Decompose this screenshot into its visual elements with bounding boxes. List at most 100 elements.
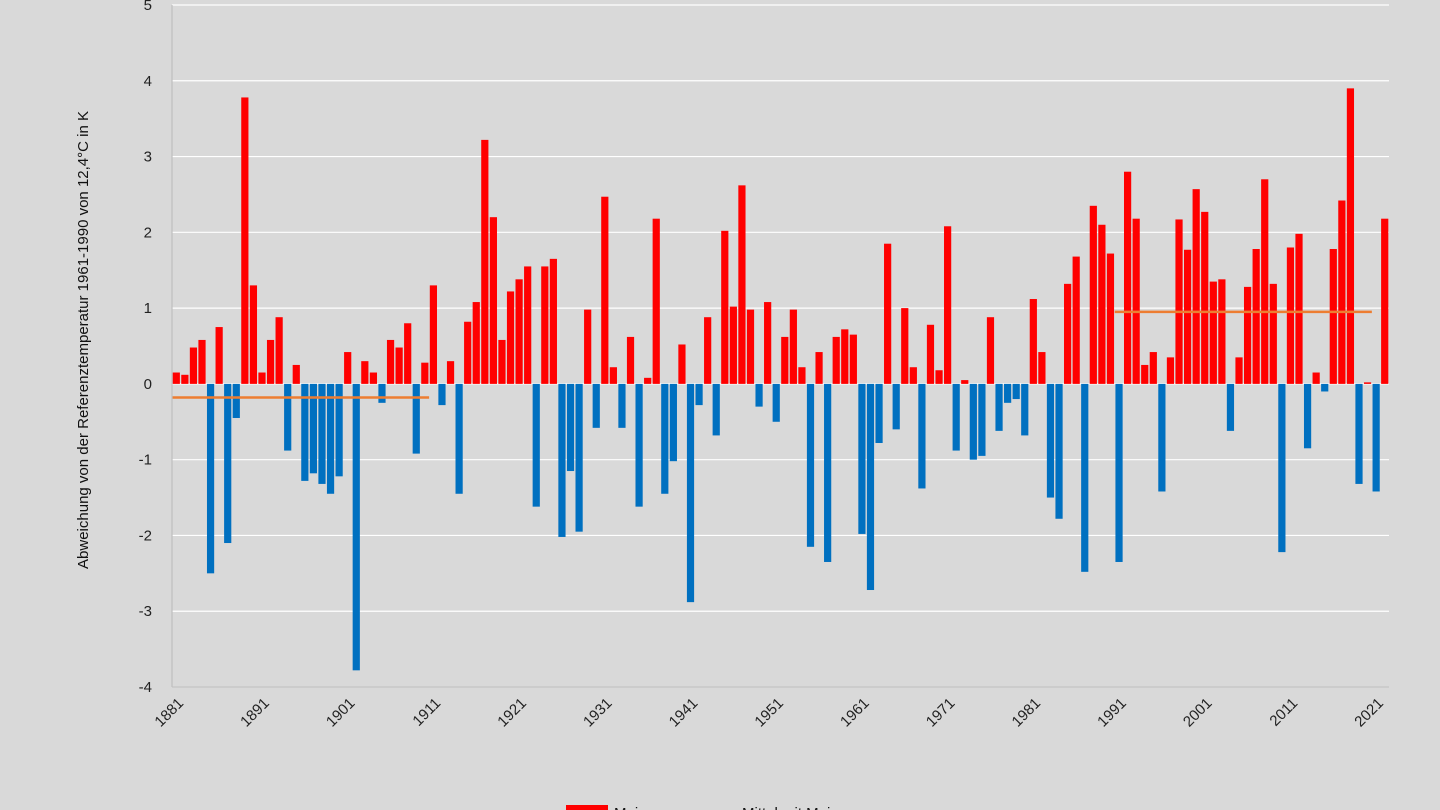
x-tick-label: 1941 [666, 695, 702, 731]
bar-1925 [549, 258, 557, 384]
bar-1908 [404, 323, 412, 384]
bar-1906 [386, 339, 395, 384]
bar-2000 [1192, 189, 1200, 384]
bar-1881 [172, 372, 180, 384]
y-tick-label: 1 [144, 300, 152, 317]
bar-2021 [1372, 383, 1380, 492]
bar-1909 [412, 383, 420, 454]
bar-1952 [781, 336, 789, 384]
bar-1954 [798, 367, 806, 384]
bar-1894 [284, 383, 292, 451]
bar-1970 [935, 370, 943, 384]
bar-1965 [892, 383, 900, 430]
bar-1893 [275, 317, 283, 384]
bar-1898 [318, 383, 326, 484]
bar-1916 [472, 302, 480, 384]
bar-1910 [421, 362, 429, 384]
x-tick-label: 1901 [323, 695, 359, 731]
bar-1897 [309, 383, 318, 474]
x-tick-label: 1951 [751, 695, 787, 731]
bar-1998 [1175, 219, 1183, 384]
x-tick-label: 1981 [1009, 695, 1045, 731]
bar-2006 [1243, 286, 1252, 384]
bar-1996 [1158, 383, 1166, 492]
bar-1917 [481, 139, 489, 384]
bar-2005 [1235, 357, 1243, 384]
bar-1987 [1081, 383, 1089, 572]
legend-label-mai: Mai [614, 805, 638, 810]
y-tick-label: 4 [144, 73, 152, 90]
bar-1962 [866, 383, 875, 591]
bar-2016 [1329, 249, 1337, 384]
bar-1955 [806, 383, 815, 547]
bars [172, 88, 1389, 671]
bar-1959 [841, 329, 849, 384]
bar-1975 [978, 383, 986, 456]
bar-1884 [198, 339, 206, 384]
axes [171, 5, 1389, 688]
y-tick-label: -4 [139, 679, 152, 696]
y-tick-label: -1 [139, 452, 152, 469]
bar-1919 [498, 339, 506, 384]
y-tick-label: -3 [139, 603, 152, 620]
bar-2014 [1312, 372, 1320, 384]
bar-1901 [344, 352, 352, 384]
bar-1889 [241, 97, 249, 384]
bar-1900 [335, 383, 343, 477]
bar-1966 [901, 308, 909, 384]
x-tick-labels: 1881 1891 1901 1911 1921 1931 1941 1951 1961 1971… [151, 695, 1386, 731]
bar-2008 [1261, 179, 1269, 384]
bar-1943 [704, 317, 712, 384]
x-tick-label: 1991 [1094, 695, 1130, 731]
bar-1994 [1141, 364, 1149, 384]
bar-2009 [1269, 283, 1277, 384]
bar-1969 [926, 324, 935, 384]
bar-1949 [755, 383, 763, 407]
bar-1935 [635, 383, 643, 507]
y-tick-label: -2 [139, 527, 152, 544]
bar-1892 [266, 339, 275, 384]
bar-1922 [524, 266, 532, 384]
bar-1953 [789, 309, 797, 384]
bar-2011 [1286, 247, 1295, 384]
legend-label-mittel: Mittel mit Mai [742, 805, 830, 810]
bar-1926 [558, 383, 566, 537]
bar-1985 [1064, 283, 1072, 384]
bar-1948 [746, 309, 755, 384]
bar-1992 [1124, 171, 1132, 384]
bar-2020 [1363, 382, 1372, 384]
bar-1971 [944, 226, 952, 384]
bar-1995 [1149, 352, 1157, 384]
bar-1904 [369, 372, 378, 384]
bar-1990 [1106, 253, 1115, 384]
bar-1968 [918, 383, 926, 489]
bar-1950 [764, 302, 772, 384]
bar-1937 [652, 218, 660, 384]
bar-2022 [1381, 218, 1389, 384]
x-tick-label: 1891 [237, 695, 273, 731]
y-tick-label: 2 [144, 224, 152, 241]
bar-1929 [584, 309, 592, 384]
bar-1963 [875, 383, 883, 443]
bar-2012 [1295, 233, 1303, 384]
bar-1978 [1004, 383, 1012, 403]
bar-1947 [738, 185, 746, 384]
bar-2013 [1303, 383, 1312, 449]
bar-1903 [361, 361, 369, 384]
bar-1960 [849, 334, 857, 384]
bar-2010 [1278, 383, 1286, 553]
bar-1940 [678, 344, 686, 384]
bar-1972 [952, 383, 960, 451]
bar-1896 [301, 383, 309, 481]
bar-1981 [1029, 299, 1037, 384]
bar-1888 [232, 383, 240, 418]
bar-1911 [429, 285, 437, 384]
bar-1890 [249, 285, 258, 384]
bar-1980 [1021, 383, 1029, 436]
bar-1932 [609, 367, 617, 384]
bar-1951 [772, 383, 780, 422]
bar-1905 [378, 383, 386, 403]
bar-1942 [695, 383, 703, 406]
bar-1902 [352, 383, 360, 671]
bar-1997 [1166, 357, 1175, 384]
